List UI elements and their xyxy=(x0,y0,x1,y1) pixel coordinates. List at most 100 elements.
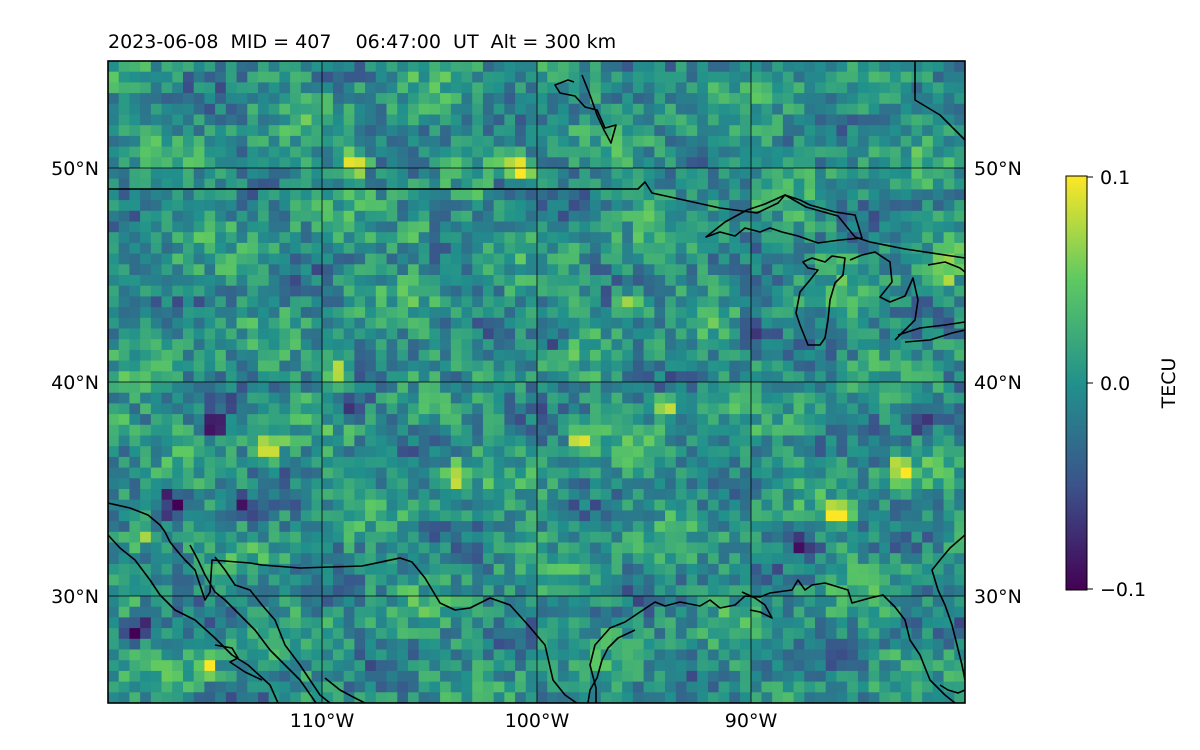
heatmap-cell xyxy=(857,168,870,180)
heatmap-cell xyxy=(161,275,173,287)
heatmap-cell xyxy=(365,478,377,490)
heatmap-cell xyxy=(718,178,730,190)
heatmap-cell xyxy=(140,456,152,469)
heatmap-cell xyxy=(954,456,965,469)
heatmap-cell xyxy=(407,317,420,330)
heatmap-cell xyxy=(600,71,613,83)
heatmap-cell xyxy=(268,317,280,330)
heatmap-cell xyxy=(665,414,677,426)
heatmap-cell xyxy=(108,103,120,116)
heatmap-cell xyxy=(332,339,345,351)
heatmap-cell xyxy=(193,371,206,383)
heatmap-cell xyxy=(129,114,141,126)
heatmap-cell xyxy=(397,328,409,340)
heatmap-cell xyxy=(182,670,195,683)
heatmap-cell xyxy=(729,542,741,554)
heatmap-cell xyxy=(129,210,141,223)
heatmap-cell xyxy=(547,510,559,522)
heatmap-cell xyxy=(472,371,484,383)
heatmap-cell xyxy=(707,307,720,319)
heatmap-cell xyxy=(922,253,934,265)
heatmap-cell xyxy=(568,424,580,437)
heatmap-cell xyxy=(782,125,795,137)
heatmap-cell xyxy=(890,242,902,255)
heatmap-cell xyxy=(611,649,623,661)
heatmap-cell xyxy=(129,660,141,672)
heatmap-cell xyxy=(793,606,805,618)
heatmap-cell xyxy=(365,446,377,458)
heatmap-cell xyxy=(182,596,195,608)
heatmap-cell xyxy=(536,275,548,287)
heatmap-cell xyxy=(225,424,238,437)
heatmap-cell xyxy=(815,456,827,469)
heatmap-cell xyxy=(182,692,195,703)
heatmap-cell xyxy=(386,146,398,158)
heatmap-cell xyxy=(311,649,323,661)
heatmap-cell xyxy=(890,670,902,683)
heatmap-cell xyxy=(632,414,645,426)
heatmap-cell xyxy=(290,456,302,469)
heatmap-cell xyxy=(547,339,559,351)
heatmap-cell xyxy=(579,157,591,169)
heatmap-cell xyxy=(525,489,538,501)
heatmap-cell xyxy=(600,424,613,437)
heatmap-cell xyxy=(129,606,141,618)
heatmap-cell xyxy=(108,232,120,244)
heatmap-cell xyxy=(632,71,645,83)
heatmap-cell xyxy=(365,521,377,533)
heatmap-cell xyxy=(815,424,827,437)
heatmap-cell xyxy=(557,456,570,469)
heatmap-cell xyxy=(429,157,441,169)
heatmap-cell xyxy=(118,467,131,479)
heatmap-cell xyxy=(847,114,859,126)
heatmap-cell xyxy=(108,585,120,597)
heatmap-cell xyxy=(386,681,398,693)
heatmap-cell xyxy=(375,82,388,94)
heatmap-cell xyxy=(718,285,730,297)
heatmap-cell xyxy=(654,638,666,651)
heatmap-cell xyxy=(740,649,752,661)
heatmap-cell xyxy=(193,242,206,255)
heatmap-cell xyxy=(375,510,388,522)
heatmap-cell xyxy=(493,242,505,255)
heatmap-cell xyxy=(407,264,420,276)
heatmap-cell xyxy=(600,563,613,576)
heatmap-cell xyxy=(332,221,345,233)
heatmap-cell xyxy=(697,499,709,511)
heatmap-cell xyxy=(525,242,538,255)
heatmap-cell xyxy=(654,200,666,212)
heatmap-cell xyxy=(108,189,120,201)
heatmap-cell xyxy=(182,435,195,447)
heatmap-cell xyxy=(782,446,795,458)
heatmap-cell xyxy=(579,168,591,180)
heatmap-cell xyxy=(654,424,666,437)
heatmap-cell xyxy=(557,189,570,201)
heatmap-cell xyxy=(290,424,302,437)
heatmap-cell xyxy=(225,638,238,651)
heatmap-cell xyxy=(515,307,527,319)
heatmap-cell xyxy=(611,189,623,201)
heatmap-cell xyxy=(343,456,355,469)
heatmap-cell xyxy=(825,414,838,426)
heatmap-cell xyxy=(236,296,248,308)
heatmap-cell xyxy=(343,478,355,490)
heatmap-cell xyxy=(557,606,570,618)
heatmap-cell xyxy=(311,692,323,703)
heatmap-cell xyxy=(407,242,420,255)
heatmap-cell xyxy=(257,253,270,265)
heatmap-cell xyxy=(397,242,409,255)
heatmap-cell xyxy=(943,617,955,629)
heatmap-cell xyxy=(632,168,645,180)
heatmap-cell xyxy=(343,574,355,586)
heatmap-cell xyxy=(900,339,913,351)
heatmap-cell xyxy=(472,328,484,340)
heatmap-cell xyxy=(868,232,880,244)
map-frame xyxy=(107,60,966,704)
heatmap-cell xyxy=(568,168,580,180)
heatmap-cell xyxy=(343,146,355,158)
heatmap-cell xyxy=(847,264,859,276)
heatmap-cell xyxy=(632,200,645,212)
heatmap-cell xyxy=(172,178,184,190)
heatmap-cell xyxy=(890,264,902,276)
heatmap-cell xyxy=(557,103,570,116)
